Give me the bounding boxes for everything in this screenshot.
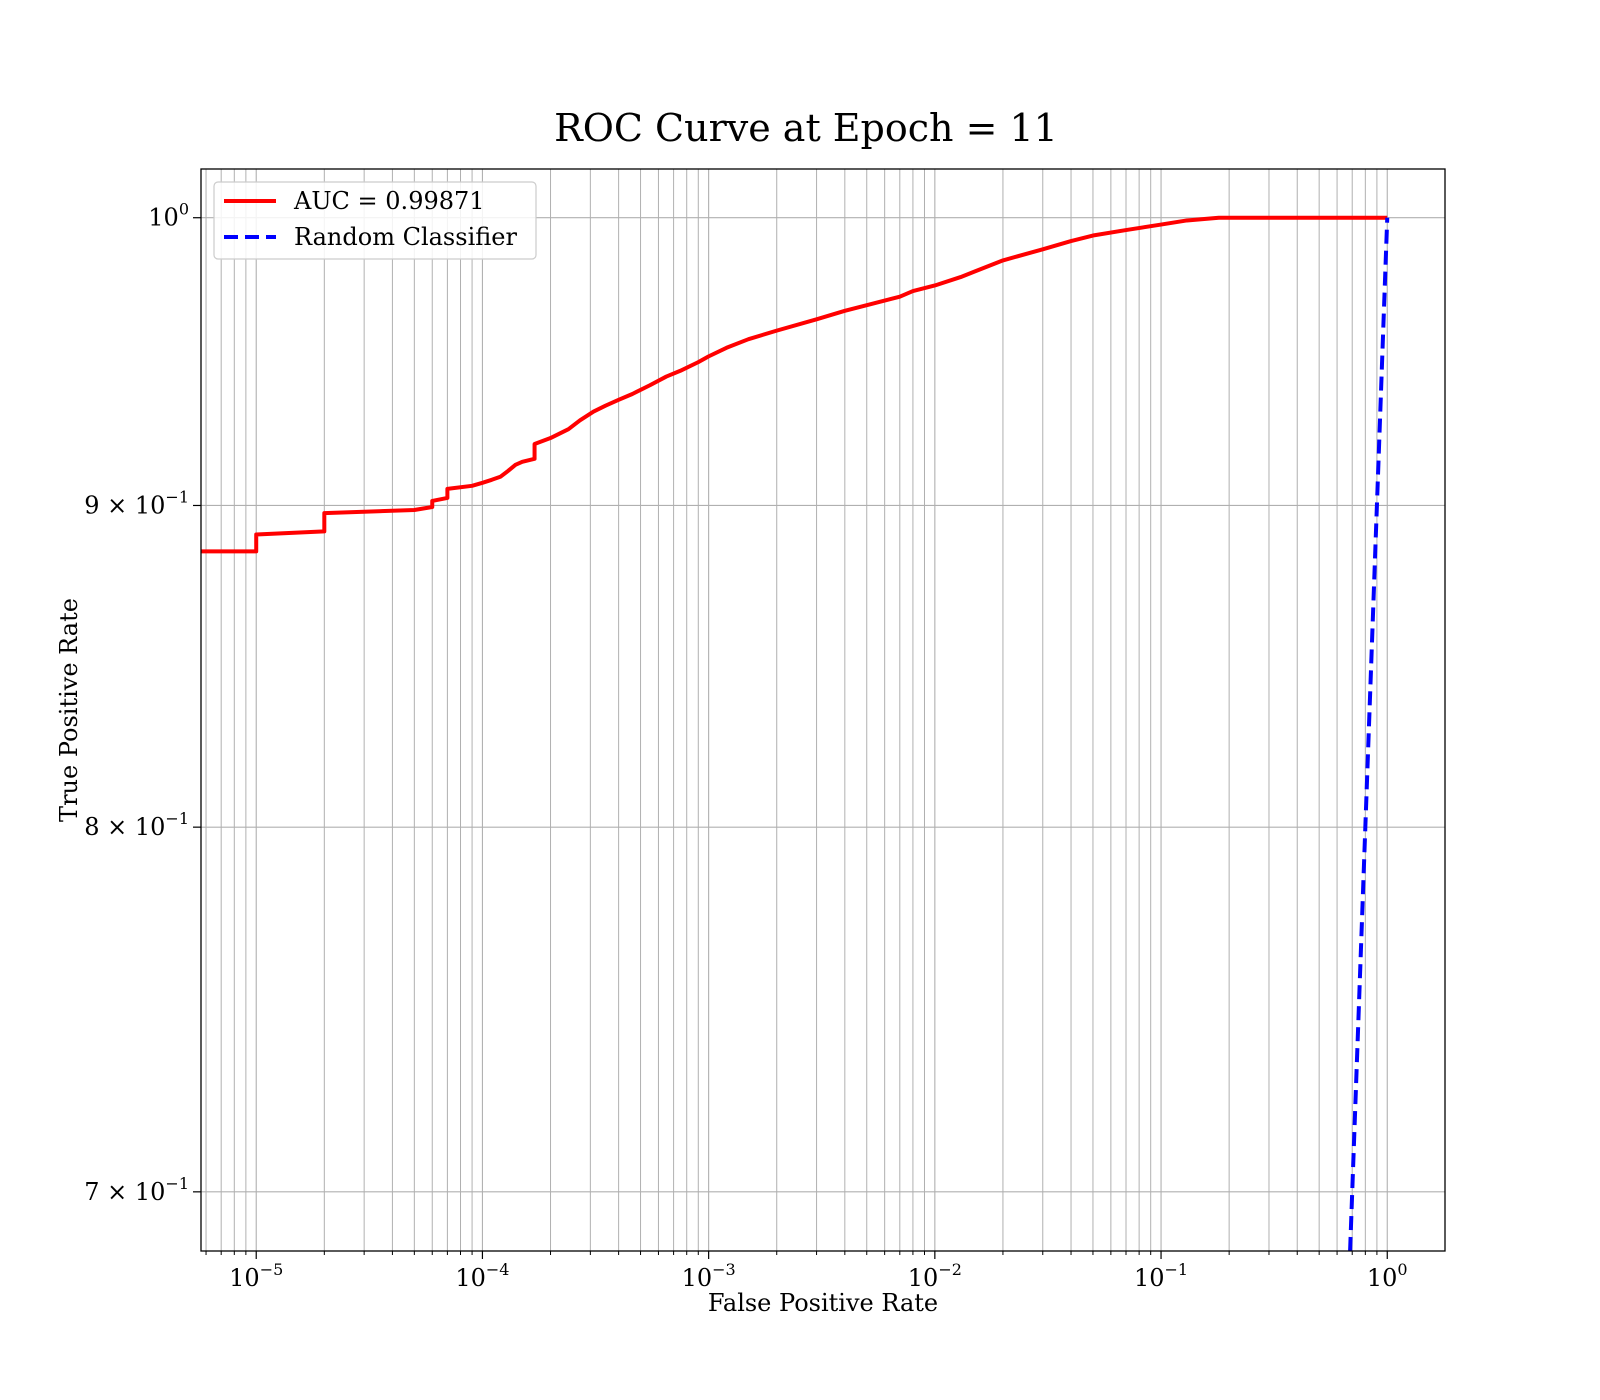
y-axis-label: True Positive Rate: [55, 598, 83, 822]
chart-title: ROC Curve at Epoch = 11: [554, 106, 1058, 150]
x-tick-label: 10−3: [682, 1260, 736, 1292]
y-axis-ticks: 7 × 10−1 8 × 10−1 9 × 10−1 100: [84, 200, 201, 1206]
y-tick-label: 100: [148, 200, 189, 232]
x-tick-label: 10−2: [908, 1260, 962, 1292]
plot-frame: [200, 168, 1446, 1252]
x-axis-ticks: 10−5 10−4 10−3 10−2 10−1 100: [205, 1251, 1408, 1292]
random-classifier-line: [1348, 217, 1390, 1251]
x-tick-label: 10−5: [229, 1260, 283, 1292]
x-tick-label: 100: [1367, 1260, 1408, 1292]
legend: AUC = 0.99871 Random Classifier: [213, 181, 537, 260]
legend-label: Random Classifier: [294, 223, 517, 251]
y-tick-label: 8 × 10−1: [84, 809, 189, 841]
x-tick-label: 10−4: [455, 1260, 509, 1292]
x-tick-label: 10−1: [1134, 1260, 1188, 1292]
x-axis-label: False Positive Rate: [708, 1289, 938, 1317]
x-minor-gridlines: [205, 169, 1378, 1251]
legend-box: [213, 181, 537, 260]
y-tick-label: 7 × 10−1: [84, 1174, 189, 1206]
y-tick-label: 9 × 10−1: [84, 487, 189, 519]
plot-area: [201, 169, 1445, 1251]
x-major-gridlines: [255, 169, 1388, 1251]
series-layer: [201, 215, 1390, 1251]
legend-label: AUC = 0.99871: [293, 187, 485, 215]
roc-curve-line: [201, 215, 1388, 554]
